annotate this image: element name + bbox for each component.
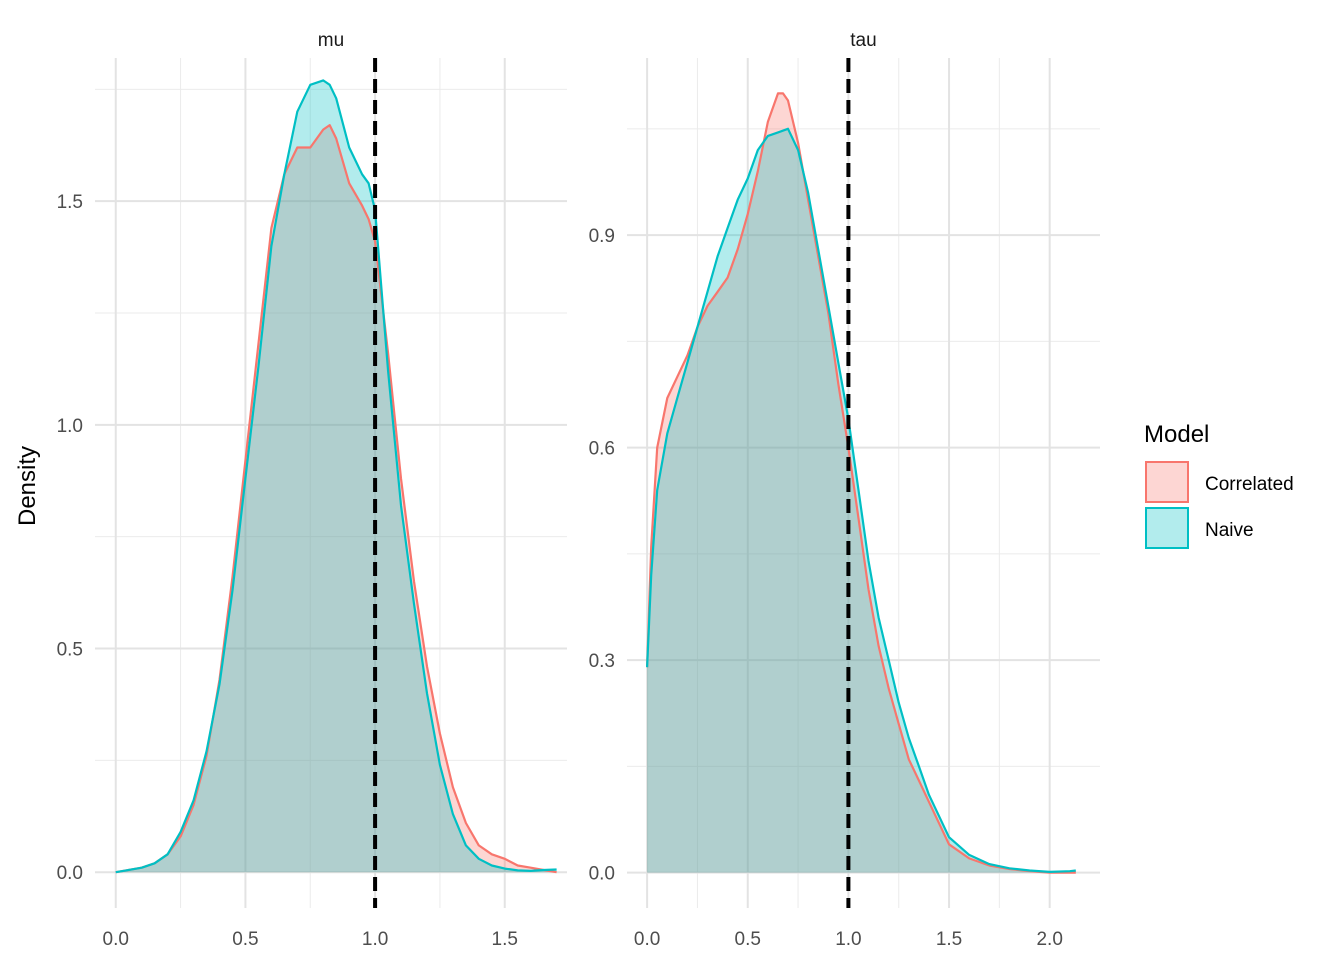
x-tick-label: 0.5 [735,929,761,950]
y-tick-label: 1.0 [57,416,83,437]
density-areas [647,93,1076,873]
y-tick-labels: 0.0 0.5 1.0 1.5 [57,192,83,884]
density-lines [646,92,1076,874]
y-axis-title: Density [14,446,41,526]
y-tick-label: 0.0 [589,864,615,885]
y-tick-label: 0.3 [589,651,615,672]
facet-title: mu [318,30,344,51]
x-tick-label: 1.0 [835,929,861,950]
legend-key-naive [1145,507,1189,549]
x-tick-label: 1.5 [936,929,962,950]
y-tick-labels: 0.0 0.3 0.6 0.9 [589,226,615,885]
facet-tau: tau 0.0 0.5 1.0 1.5 2.0 0.0 0.3 0.6 0.9 [589,30,1100,950]
legend-label-correlated: Correlated [1205,474,1294,495]
x-tick-label: 0.5 [232,929,258,950]
panel-background [95,58,567,908]
legend-key-correlated [1145,461,1189,503]
x-tick-label: 2.0 [1036,929,1062,950]
density-areas [115,80,557,873]
y-tick-label: 0.0 [57,863,83,884]
density-area-correlated [647,93,1076,873]
density-line-naive [646,127,1076,873]
density-lines [115,79,557,874]
x-tick-labels: 0.0 0.5 1.0 1.5 [103,929,518,950]
x-tick-label: 1.5 [492,929,518,950]
y-tick-label: 1.5 [57,192,83,213]
facet-title: tau [850,30,876,51]
density-area-naive [115,80,557,873]
density-line-correlated [646,92,1076,874]
y-tick-label: 0.9 [589,226,615,247]
density-area-naive [647,128,1076,873]
density-line-correlated [115,124,557,874]
y-tick-label: 0.5 [57,640,83,661]
major-gridlines [627,58,1100,908]
x-tick-label: 0.0 [634,929,660,950]
minor-gridlines [95,58,567,908]
x-tick-label: 0.0 [103,929,129,950]
facet-mu: mu 0.0 0.5 1.0 1.5 0.0 0.5 1.0 1.5 [57,30,567,950]
y-tick-label: 0.6 [589,439,615,460]
density-area-correlated [115,125,557,873]
legend: Model Correlated Naive [1144,421,1294,549]
density-line-naive [115,79,557,874]
x-tick-labels: 0.0 0.5 1.0 1.5 2.0 [634,929,1063,950]
legend-label-naive: Naive [1205,520,1254,541]
legend-title: Model [1144,421,1209,448]
x-tick-label: 1.0 [362,929,388,950]
